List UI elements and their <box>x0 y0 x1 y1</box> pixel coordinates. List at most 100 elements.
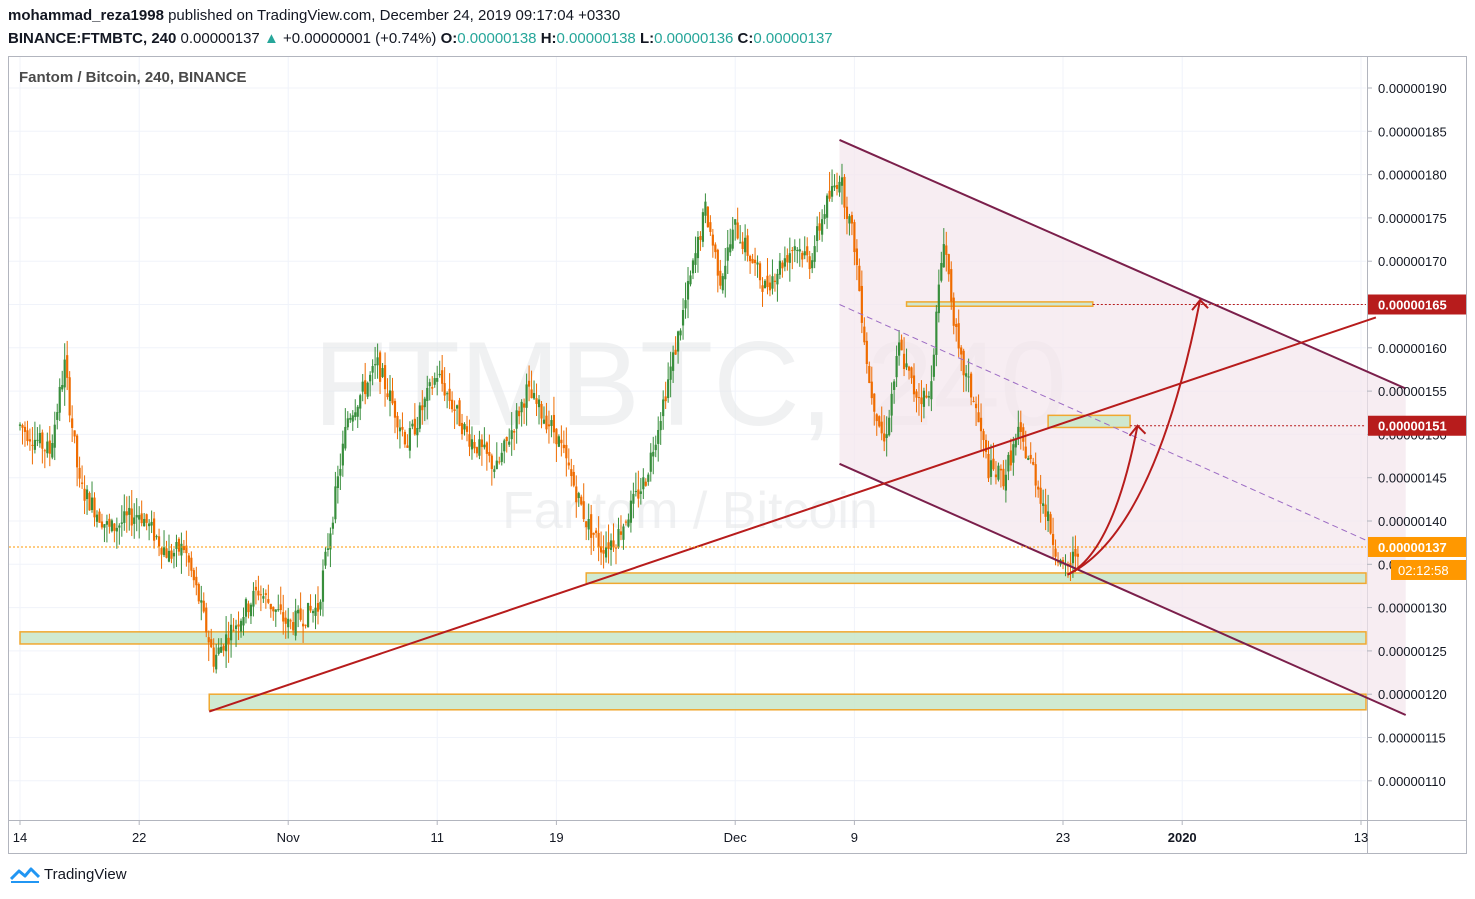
price-axis[interactable]: 0.00000190 0.00000185 0.00000180 0.00000175… <box>1367 81 1466 789</box>
candle-down <box>157 536 161 547</box>
candle-up <box>366 382 369 397</box>
candle-down <box>741 241 744 250</box>
arrow-head-icon <box>1128 424 1147 437</box>
candle-down <box>125 511 128 516</box>
candle-up <box>150 521 153 526</box>
candle-up <box>274 609 277 612</box>
candle-up <box>788 253 791 263</box>
candle-down <box>920 397 923 405</box>
candle-up <box>470 439 474 450</box>
candle-up <box>776 273 779 285</box>
candle-down <box>925 395 928 398</box>
candle-up <box>336 476 339 489</box>
candle-down <box>565 444 568 459</box>
candle-down <box>26 430 29 442</box>
candle-down <box>145 514 148 523</box>
author-name[interactable]: mohammad_reza1998 <box>8 7 164 24</box>
candle-down <box>401 426 404 430</box>
candle-up <box>696 236 700 259</box>
candle-down <box>850 215 854 224</box>
candle-up <box>525 384 528 408</box>
candle-up <box>143 518 146 527</box>
candle-up <box>95 514 99 522</box>
candle-down <box>272 606 275 612</box>
candle-up <box>557 436 560 447</box>
price-badge-label: 0.00000165 <box>1378 298 1447 313</box>
candle-down <box>572 471 575 486</box>
candle-up <box>381 368 384 377</box>
candle-down <box>391 390 394 404</box>
candle-down <box>865 340 868 365</box>
candle-down <box>945 245 948 255</box>
candle-down <box>607 542 610 549</box>
price-tick-label: 0.00000190 <box>1378 81 1447 96</box>
price-tick-label: 0.00000185 <box>1378 124 1447 139</box>
candle-down <box>488 452 491 456</box>
candle-down <box>974 403 978 409</box>
tradingview-brand[interactable]: TradingView <box>44 865 127 883</box>
candle-down <box>309 605 312 611</box>
candle-down <box>1069 563 1072 567</box>
candle-down <box>602 550 605 554</box>
time-tick-label: 9 <box>851 830 858 845</box>
candle-up <box>587 518 590 530</box>
candle-up <box>239 620 243 632</box>
support-zone <box>585 572 1367 585</box>
candle-up <box>1042 503 1045 506</box>
candle-down <box>845 206 849 219</box>
candle-down <box>706 206 709 228</box>
candle-down <box>999 468 1003 471</box>
candle-up <box>930 381 933 400</box>
candle-down <box>1074 548 1077 557</box>
candle-down <box>806 246 809 256</box>
chart-frame <box>8 56 1467 854</box>
candle-down <box>1019 422 1022 432</box>
candle-up <box>840 177 844 186</box>
low-label: L: <box>639 30 655 47</box>
candle-down <box>818 223 821 231</box>
candle-down <box>860 285 863 323</box>
candle-down <box>855 248 858 265</box>
candle-up <box>890 393 893 416</box>
candle-up <box>654 444 657 451</box>
candle-up <box>51 443 54 458</box>
candle-down <box>232 629 235 631</box>
candle-up <box>324 551 327 566</box>
candle-down <box>761 285 764 292</box>
candle-down <box>858 265 861 292</box>
candle-down <box>982 431 985 441</box>
candle-down <box>490 455 493 470</box>
tradingview-logo-icon[interactable] <box>10 865 40 883</box>
candle-down <box>130 508 133 526</box>
candle-down <box>41 432 44 449</box>
open-label: O: <box>440 30 458 47</box>
candle-up <box>622 526 625 540</box>
candle-up <box>796 249 799 251</box>
candle-up <box>604 546 608 558</box>
time-axis[interactable]: 14 22 Nov 11 19 Dec 9 23 2020 13 <box>13 820 1368 845</box>
candle-up <box>537 399 541 408</box>
candle-up <box>321 570 325 602</box>
candle-up <box>667 379 670 399</box>
candle-down <box>878 416 881 427</box>
candle-up <box>436 377 439 382</box>
candle-down <box>403 431 407 445</box>
candle-up <box>893 381 896 390</box>
candle-up <box>180 543 183 556</box>
candle-down <box>987 453 990 479</box>
price-tick-label: 0.00000110 <box>1378 774 1446 789</box>
candle-down <box>547 424 551 427</box>
candle-down <box>88 492 91 511</box>
candle-down <box>31 444 34 446</box>
candle-down <box>93 497 96 518</box>
price-tick-label: 0.00000155 <box>1378 384 1447 399</box>
candle-up <box>734 219 737 225</box>
candle-down <box>843 176 846 208</box>
candle-up <box>694 253 697 265</box>
candle-up <box>38 432 41 444</box>
candle-up <box>577 493 580 499</box>
candle-down <box>917 397 921 399</box>
price-tick-label: 0.00000115 <box>1378 731 1446 746</box>
candle-up <box>215 654 218 670</box>
